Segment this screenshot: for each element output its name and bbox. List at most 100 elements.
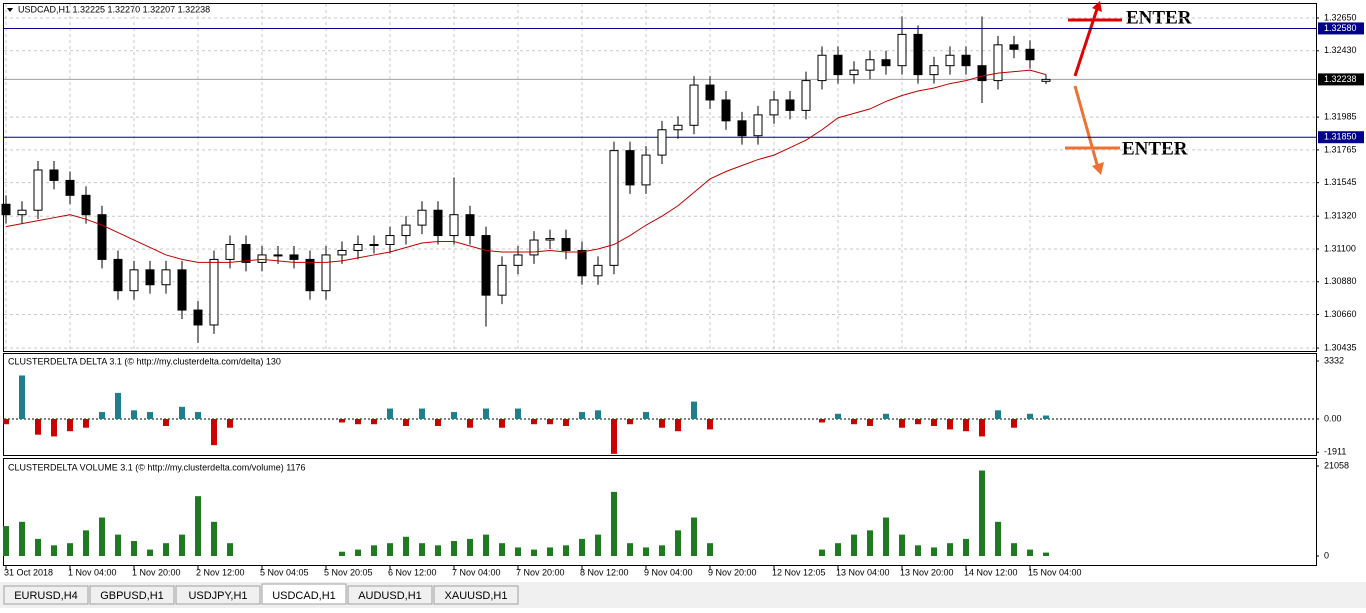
bar <box>595 410 601 420</box>
bar <box>131 410 137 420</box>
x-tick-label: 8 Nov 12:00 <box>580 567 629 577</box>
bar <box>211 419 217 446</box>
bar <box>499 543 505 556</box>
bar <box>355 419 361 425</box>
candle-body <box>193 309 203 326</box>
bar <box>1011 543 1017 556</box>
bar <box>883 517 889 556</box>
bar <box>227 543 233 556</box>
chart-header: USDCAD,H1 1.32225 1.32270 1.32207 1.3223… <box>18 4 210 14</box>
bar <box>595 534 601 556</box>
x-tick-label: 13 Nov 20:00 <box>900 567 954 577</box>
tab[interactable] <box>433 585 519 605</box>
tab[interactable] <box>347 585 433 605</box>
down-arrow-head <box>1092 162 1104 175</box>
y-tick-label: 1.31545 <box>1324 177 1357 187</box>
tab-label[interactable]: AUDUSD,H1 <box>358 590 422 602</box>
bar <box>963 419 969 432</box>
tab[interactable] <box>261 583 347 605</box>
candle-body <box>481 235 491 296</box>
bar <box>387 408 393 420</box>
up-arrow <box>1073 5 1100 77</box>
bar <box>3 419 9 425</box>
candle-body <box>801 80 811 111</box>
tab-label[interactable]: USDJPY,H1 <box>188 590 247 602</box>
moving-average <box>5 69 1047 263</box>
candle-body <box>33 169 43 211</box>
tab-label[interactable]: EURUSD,H4 <box>14 590 78 602</box>
bar <box>643 412 649 420</box>
candle-body <box>897 33 907 67</box>
bar <box>931 419 937 426</box>
bar <box>3 526 9 556</box>
level-label-box <box>1318 131 1364 144</box>
tab-label[interactable]: GBPUSD,H1 <box>100 590 164 602</box>
bar <box>547 547 553 556</box>
level-label-box <box>1318 73 1364 86</box>
bar <box>963 538 969 556</box>
candle-body <box>561 238 571 251</box>
candle-body <box>609 150 619 266</box>
candle-body <box>433 209 443 237</box>
level-label-box <box>1318 22 1364 35</box>
bar <box>579 538 585 556</box>
candle-body <box>113 258 123 292</box>
bar <box>851 534 857 556</box>
bar <box>707 543 713 556</box>
x-tick-label: 9 Nov 04:00 <box>644 567 693 577</box>
level-label: 1.32580 <box>1324 23 1357 33</box>
delta-title: CLUSTERDELTA DELTA 3.1 (© http://my.clus… <box>8 356 281 366</box>
bar <box>915 545 921 556</box>
bar <box>611 491 617 556</box>
candle-body <box>945 54 955 67</box>
level-label: 1.31850 <box>1324 132 1357 142</box>
candle-body <box>753 114 763 137</box>
main-panel-frame <box>3 3 1317 352</box>
volume-title: CLUSTERDELTA VOLUME 3.1 (© http://my.clu… <box>8 462 306 472</box>
candle-body <box>849 69 859 76</box>
x-tick-label: 9 Nov 20:00 <box>708 567 757 577</box>
candle-body <box>369 244 379 247</box>
bar <box>35 419 41 435</box>
bar <box>419 543 425 556</box>
y-tick-label: 1.32430 <box>1324 45 1357 55</box>
tab[interactable] <box>175 585 261 605</box>
bar <box>435 545 441 556</box>
bar <box>19 375 25 420</box>
candle-body <box>929 65 939 76</box>
tab[interactable] <box>3 585 89 605</box>
y-tick-label: -1911 <box>1324 447 1346 457</box>
candle-body <box>705 84 715 101</box>
bar <box>659 545 665 556</box>
annotation-arrows <box>1065 1 1122 175</box>
bar <box>1043 415 1049 420</box>
x-tick-label: 7 Nov 04:00 <box>452 567 501 577</box>
y-tick-label: 1.30435 <box>1324 342 1357 352</box>
x-tick-label: 13 Nov 04:00 <box>836 567 890 577</box>
bar <box>499 419 505 428</box>
bar <box>531 419 537 425</box>
menu-arrow[interactable] <box>7 8 13 12</box>
candle-body <box>817 54 827 82</box>
y-tick-label: 0.00 <box>1324 413 1342 423</box>
tab-label[interactable]: XAUUSD,H1 <box>445 590 508 602</box>
bar <box>179 406 185 420</box>
candle-body <box>641 154 651 186</box>
y-tick-label: 1.32650 <box>1324 12 1357 22</box>
x-tick-label: 6 Nov 12:00 <box>388 567 437 577</box>
tab-label[interactable]: USDCAD,H1 <box>272 590 336 602</box>
y-tick-label: 3332 <box>1324 355 1344 365</box>
bar <box>979 419 985 437</box>
candle-body <box>449 214 459 237</box>
candle-body <box>417 209 427 226</box>
delta-panel-frame <box>3 353 1317 456</box>
candle-body <box>625 150 635 186</box>
candle-body <box>913 33 923 76</box>
bar <box>419 408 425 420</box>
tab[interactable] <box>89 585 175 605</box>
bar <box>947 419 953 430</box>
bar <box>195 496 201 556</box>
bar <box>83 419 89 428</box>
bar <box>1011 419 1017 428</box>
bar <box>163 419 169 426</box>
